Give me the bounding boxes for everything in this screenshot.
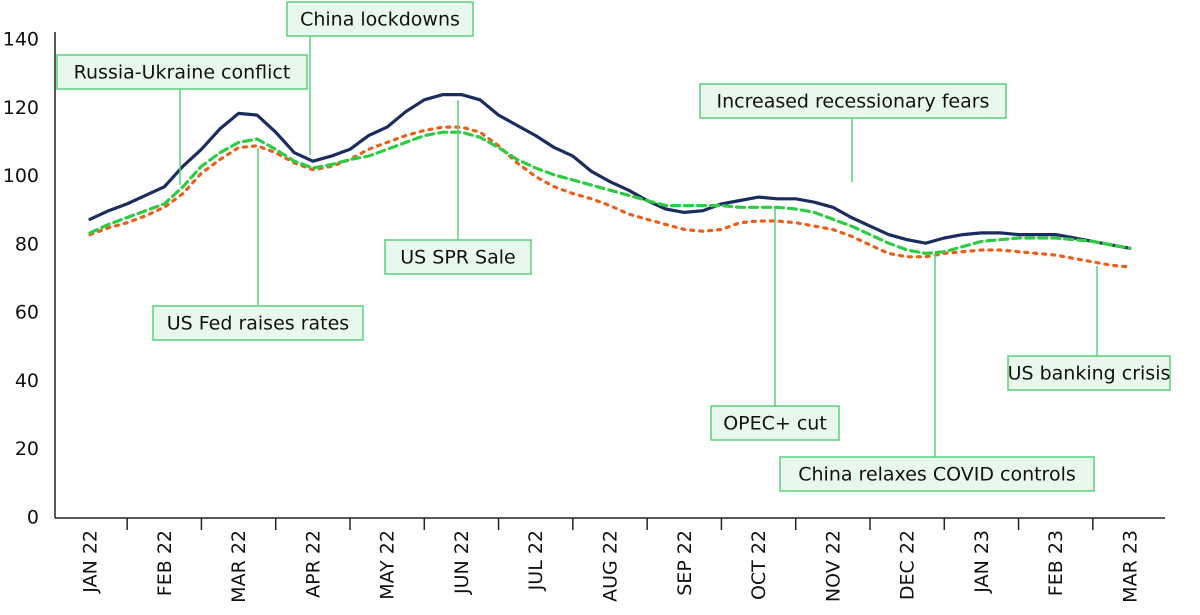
annotation-box xyxy=(699,83,1007,119)
y-tick-label: 20 xyxy=(15,438,39,460)
annotation-label: China relaxes COVID controls xyxy=(798,464,1076,486)
annotation-box xyxy=(1007,355,1171,391)
x-tick-label: MAR 22 xyxy=(228,530,250,603)
annotation-box xyxy=(710,405,840,441)
y-tick-label: 60 xyxy=(15,302,39,324)
annotation: US banking crisis xyxy=(1007,266,1171,391)
x-tick-label: JUL 22 xyxy=(525,530,547,591)
x-tick-label: JUN 22 xyxy=(451,530,473,595)
y-tick-label: 40 xyxy=(15,370,39,392)
annotation: China lockdowns xyxy=(286,1,474,155)
annotation-label: US banking crisis xyxy=(1008,363,1171,385)
x-tick-label: MAY 22 xyxy=(377,530,399,600)
annotation-label: US SPR Sale xyxy=(400,247,515,269)
annotation-label: Russia-Ukraine conflict xyxy=(74,62,291,84)
y-tick-label: 140 xyxy=(3,29,39,51)
x-tick-label: OCT 22 xyxy=(748,530,770,600)
x-tick-label: FEB 23 xyxy=(1045,530,1067,596)
series-line xyxy=(88,125,1132,269)
annotation-label: OPEC+ cut xyxy=(723,413,827,435)
annotation-box xyxy=(56,54,308,90)
annotation-label: China lockdowns xyxy=(300,9,460,31)
annotation: OPEC+ cut xyxy=(710,208,840,441)
annotation-label: Increased recessionary fears xyxy=(717,91,990,113)
x-tick-label: FEB 22 xyxy=(154,530,176,596)
annotation-label: US Fed raises rates xyxy=(167,313,349,335)
annotation-box xyxy=(779,456,1095,492)
annotation-box xyxy=(152,305,364,341)
series-line xyxy=(88,93,1132,250)
annotation: US SPR Sale xyxy=(384,100,532,275)
x-tick-label: DEC 22 xyxy=(897,530,919,600)
series-line xyxy=(88,130,1132,255)
y-tick-label: 0 xyxy=(27,507,39,529)
annotation: China relaxes COVID controls xyxy=(779,254,1095,492)
annotation: Increased recessionary fears xyxy=(699,83,1007,182)
x-tick-label: JAN 23 xyxy=(971,530,993,594)
x-tick-label: AUG 22 xyxy=(600,530,622,602)
x-tick-label: APR 22 xyxy=(302,530,324,598)
x-tick-label: MAR 23 xyxy=(1120,530,1142,603)
annotation: Russia-Ukraine conflict xyxy=(56,54,308,185)
annotation-box xyxy=(286,1,474,37)
annotation-box xyxy=(384,239,532,275)
y-tick-label: 100 xyxy=(3,165,39,187)
y-tick-label: 80 xyxy=(15,233,39,255)
annotation: US Fed raises rates xyxy=(152,148,364,341)
x-tick-label: JAN 22 xyxy=(80,530,102,594)
x-tick-label: SEP 22 xyxy=(674,530,696,596)
y-tick-label: 120 xyxy=(3,97,39,119)
x-tick-label: NOV 22 xyxy=(822,530,844,602)
